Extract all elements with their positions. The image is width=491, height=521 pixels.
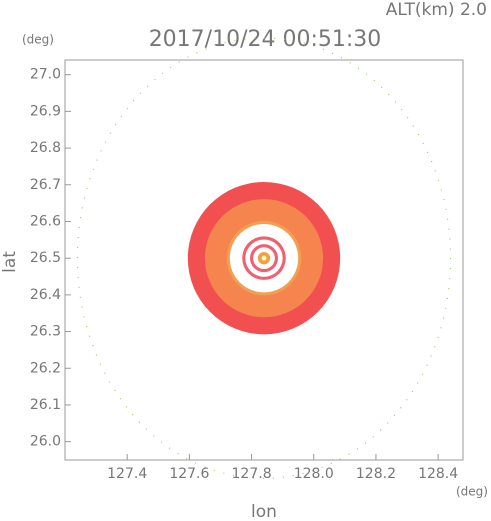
- y-axis-label: lat: [0, 251, 20, 273]
- x-tick-label: 127.6: [169, 466, 209, 482]
- y-tick-label: 26.7: [30, 177, 61, 193]
- y-tick-label: 26.5: [30, 250, 61, 266]
- subtitle: ALT(km) 2.0: [386, 0, 487, 20]
- x-tick-label: 127.8: [232, 466, 272, 482]
- plot-frame: [64, 59, 464, 461]
- x-tick-label: 127.4: [107, 466, 147, 482]
- x-axis-label: lon: [251, 502, 277, 521]
- y-tick-label: 26.9: [30, 103, 61, 119]
- x-tick-label: 128.4: [418, 466, 458, 482]
- y-tick-label: 26.3: [30, 324, 61, 340]
- x-tick-label: 128.2: [356, 466, 396, 482]
- range-circle: [76, 37, 452, 479]
- y-tick-label: 26.6: [30, 213, 61, 229]
- y-tick-label: 26.8: [30, 140, 61, 156]
- center-point: [262, 256, 266, 260]
- chart-title: 2017/10/24 00:51:30: [149, 27, 382, 52]
- y-unit: (deg): [22, 33, 54, 47]
- y-tick-label: 27.0: [30, 67, 61, 83]
- x-unit: (deg): [456, 485, 488, 499]
- y-tick-label: 26.0: [30, 434, 61, 450]
- y-tick-label: 26.2: [30, 360, 61, 376]
- y-tick-label: 26.4: [30, 287, 61, 303]
- y-tick-label: 26.1: [30, 397, 61, 413]
- x-tick-label: 128.0: [294, 466, 334, 482]
